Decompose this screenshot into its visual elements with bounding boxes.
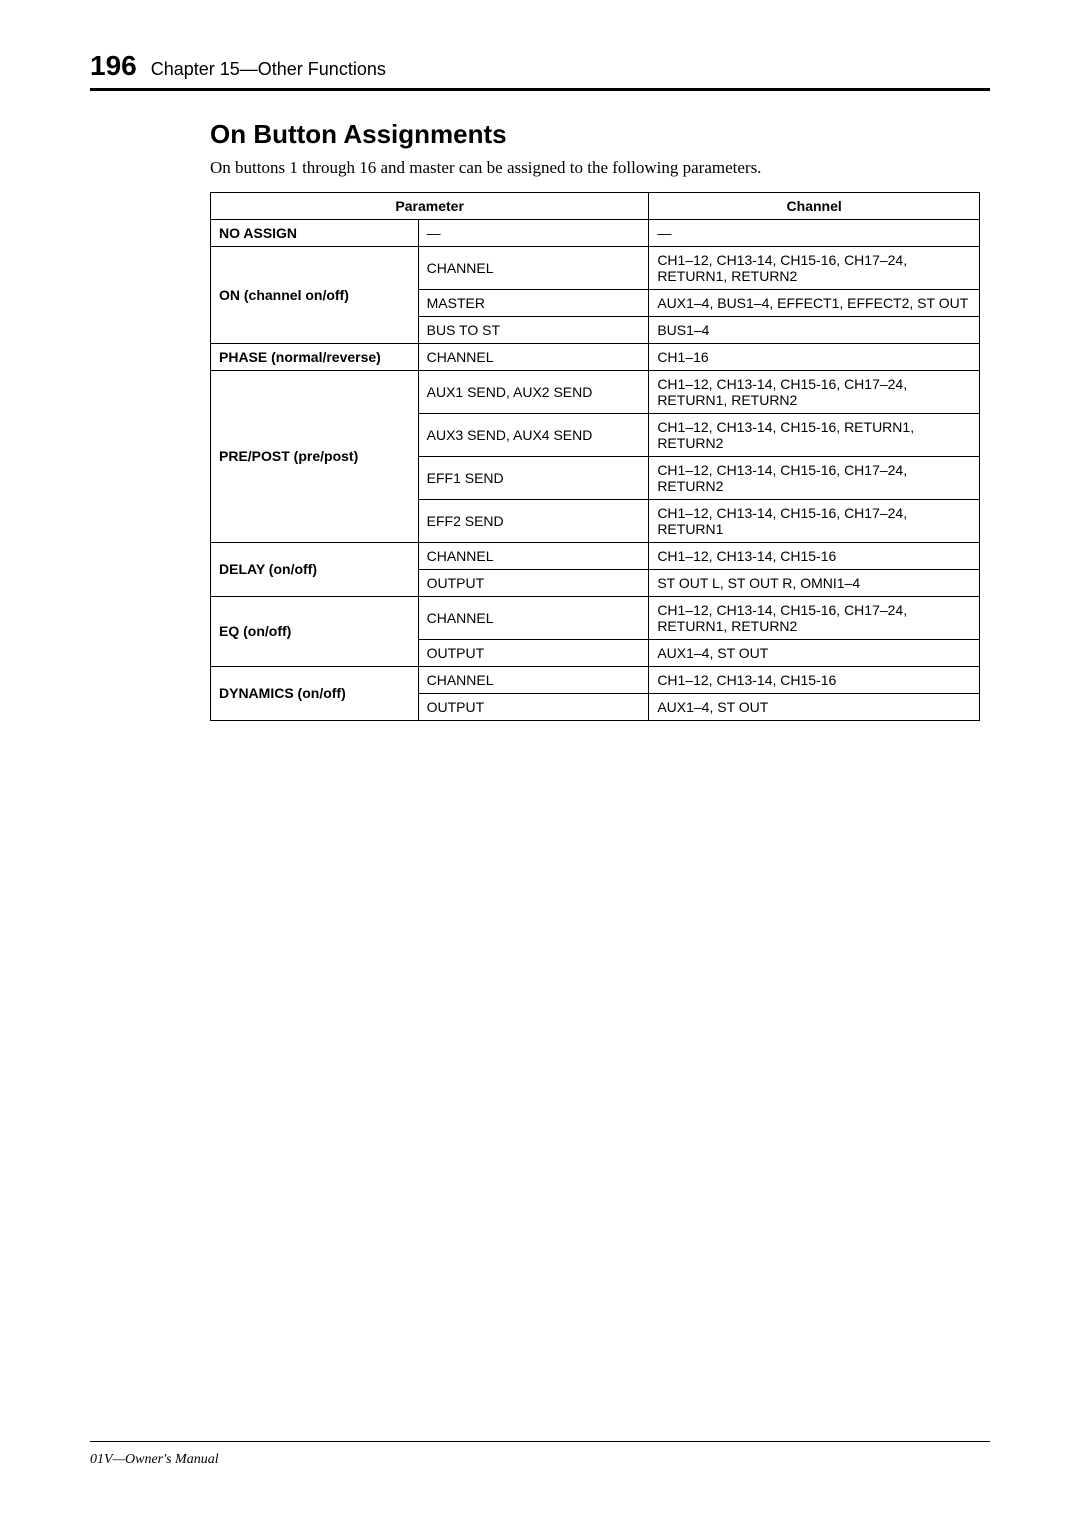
footer-rule bbox=[90, 1441, 990, 1442]
param-sub: EFF1 SEND bbox=[418, 456, 649, 499]
param-channel: AUX1–4, ST OUT bbox=[649, 693, 980, 720]
param-channel: — bbox=[649, 219, 980, 246]
section-title: On Button Assignments bbox=[210, 119, 980, 150]
param-sub: OUTPUT bbox=[418, 569, 649, 596]
table-row: DELAY (on/off) CHANNEL CH1–12, CH13-14, … bbox=[211, 542, 980, 569]
param-channel: CH1–12, CH13-14, CH15-16, CH17–24, RETUR… bbox=[649, 596, 980, 639]
page-footer: 01V—Owner's Manual bbox=[90, 1441, 990, 1468]
param-channel: AUX1–4, BUS1–4, EFFECT1, EFFECT2, ST OUT bbox=[649, 289, 980, 316]
param-channel: CH1–12, CH13-14, CH15-16 bbox=[649, 542, 980, 569]
table-row: ON (channel on/off) CHANNEL CH1–12, CH13… bbox=[211, 246, 980, 289]
param-sub: BUS TO ST bbox=[418, 316, 649, 343]
section-intro: On buttons 1 through 16 and master can b… bbox=[210, 156, 980, 180]
param-sub: CHANNEL bbox=[418, 343, 649, 370]
param-label-eq: EQ (on/off) bbox=[211, 596, 419, 666]
param-channel: CH1–12, CH13-14, CH15-16, CH17–24, RETUR… bbox=[649, 456, 980, 499]
param-channel: AUX1–4, ST OUT bbox=[649, 639, 980, 666]
header-channel: Channel bbox=[649, 192, 980, 219]
param-label-delay: DELAY (on/off) bbox=[211, 542, 419, 596]
table-row: EQ (on/off) CHANNEL CH1–12, CH13-14, CH1… bbox=[211, 596, 980, 639]
param-sub: EFF2 SEND bbox=[418, 499, 649, 542]
param-channel: CH1–12, CH13-14, CH15-16, CH17–24, RETUR… bbox=[649, 499, 980, 542]
param-label-phase: PHASE (normal/reverse) bbox=[211, 343, 419, 370]
table-row: PRE/POST (pre/post) AUX1 SEND, AUX2 SEND… bbox=[211, 370, 980, 413]
param-sub: CHANNEL bbox=[418, 246, 649, 289]
param-sub: AUX1 SEND, AUX2 SEND bbox=[418, 370, 649, 413]
page-number: 196 bbox=[90, 50, 137, 82]
param-label-dynamics: DYNAMICS (on/off) bbox=[211, 666, 419, 720]
chapter-title: Chapter 15—Other Functions bbox=[151, 59, 386, 80]
table-header-row: Parameter Channel bbox=[211, 192, 980, 219]
param-sub: MASTER bbox=[418, 289, 649, 316]
header-rule bbox=[90, 88, 990, 91]
param-channel: CH1–12, CH13-14, CH15-16, CH17–24, RETUR… bbox=[649, 370, 980, 413]
param-sub: CHANNEL bbox=[418, 542, 649, 569]
param-channel: CH1–12, CH13-14, CH15-16, RETURN1, RETUR… bbox=[649, 413, 980, 456]
footer-text: 01V—Owner's Manual bbox=[90, 1452, 219, 1467]
page: 196 Chapter 15—Other Functions On Button… bbox=[0, 0, 1080, 1528]
param-channel: CH1–12, CH13-14, CH15-16, CH17–24, RETUR… bbox=[649, 246, 980, 289]
content-area: On Button Assignments On buttons 1 throu… bbox=[210, 119, 980, 721]
table-row: PHASE (normal/reverse) CHANNEL CH1–16 bbox=[211, 343, 980, 370]
param-channel: ST OUT L, ST OUT R, OMNI1–4 bbox=[649, 569, 980, 596]
param-sub: — bbox=[418, 219, 649, 246]
param-label-on: ON (channel on/off) bbox=[211, 246, 419, 343]
param-label-no-assign: NO ASSIGN bbox=[211, 219, 419, 246]
param-sub: AUX3 SEND, AUX4 SEND bbox=[418, 413, 649, 456]
param-label-prepost: PRE/POST (pre/post) bbox=[211, 370, 419, 542]
param-sub: CHANNEL bbox=[418, 666, 649, 693]
param-channel: BUS1–4 bbox=[649, 316, 980, 343]
param-sub: CHANNEL bbox=[418, 596, 649, 639]
param-sub: OUTPUT bbox=[418, 693, 649, 720]
page-header: 196 Chapter 15—Other Functions bbox=[90, 50, 990, 88]
param-channel: CH1–16 bbox=[649, 343, 980, 370]
header-parameter: Parameter bbox=[211, 192, 649, 219]
param-channel: CH1–12, CH13-14, CH15-16 bbox=[649, 666, 980, 693]
param-sub: OUTPUT bbox=[418, 639, 649, 666]
table-row: NO ASSIGN — — bbox=[211, 219, 980, 246]
table-row: DYNAMICS (on/off) CHANNEL CH1–12, CH13-1… bbox=[211, 666, 980, 693]
parameter-table: Parameter Channel NO ASSIGN — — ON (chan… bbox=[210, 192, 980, 721]
